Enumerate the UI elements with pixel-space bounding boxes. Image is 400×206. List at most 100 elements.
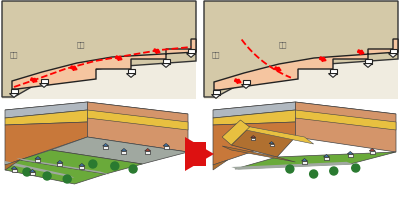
Polygon shape: [20, 150, 142, 174]
Polygon shape: [103, 144, 109, 146]
Text: 地山: 地山: [10, 52, 18, 58]
Circle shape: [89, 160, 97, 168]
Bar: [122, 151, 126, 154]
Bar: [212, 91, 220, 95]
Bar: [58, 163, 62, 166]
Bar: [36, 159, 40, 162]
Circle shape: [111, 162, 119, 170]
Polygon shape: [212, 95, 220, 99]
Polygon shape: [79, 164, 85, 166]
Polygon shape: [213, 110, 295, 125]
Polygon shape: [269, 142, 274, 144]
Circle shape: [286, 165, 294, 173]
Polygon shape: [40, 84, 48, 88]
Polygon shape: [213, 103, 396, 122]
Bar: [145, 151, 150, 154]
Polygon shape: [162, 64, 170, 68]
Polygon shape: [145, 149, 151, 151]
Polygon shape: [5, 160, 106, 184]
Bar: [390, 50, 396, 54]
Bar: [270, 144, 274, 146]
Polygon shape: [126, 74, 136, 78]
Polygon shape: [2, 2, 196, 97]
Polygon shape: [364, 64, 372, 68]
Bar: [103, 146, 108, 149]
Bar: [188, 50, 194, 54]
FancyArrow shape: [154, 50, 160, 54]
Polygon shape: [235, 152, 396, 169]
Polygon shape: [10, 94, 18, 98]
Polygon shape: [5, 161, 74, 178]
Polygon shape: [5, 122, 87, 165]
Polygon shape: [12, 40, 196, 90]
Bar: [79, 166, 84, 169]
Polygon shape: [204, 2, 398, 97]
Polygon shape: [295, 103, 396, 152]
Polygon shape: [185, 137, 214, 171]
Polygon shape: [213, 160, 228, 170]
FancyArrow shape: [234, 80, 241, 84]
Bar: [364, 60, 372, 64]
Bar: [370, 151, 375, 154]
Polygon shape: [11, 167, 17, 169]
Polygon shape: [231, 162, 354, 170]
Bar: [40, 80, 48, 84]
Polygon shape: [328, 74, 338, 78]
Text: 盛土: 盛土: [279, 41, 288, 48]
Bar: [330, 70, 336, 74]
Polygon shape: [5, 103, 188, 122]
Circle shape: [63, 175, 71, 183]
Polygon shape: [213, 122, 295, 165]
Bar: [30, 172, 35, 175]
Polygon shape: [16, 158, 109, 175]
Bar: [204, 2, 398, 99]
Polygon shape: [369, 149, 375, 151]
Polygon shape: [163, 144, 169, 146]
Polygon shape: [5, 160, 20, 170]
Circle shape: [23, 168, 31, 176]
Polygon shape: [87, 110, 188, 130]
Polygon shape: [51, 137, 188, 164]
Bar: [324, 157, 329, 160]
Circle shape: [129, 165, 137, 173]
Bar: [190, 142, 206, 166]
Bar: [302, 161, 307, 164]
Polygon shape: [295, 110, 396, 130]
Polygon shape: [186, 54, 196, 58]
Polygon shape: [213, 103, 295, 118]
Polygon shape: [121, 149, 127, 151]
FancyArrow shape: [358, 51, 364, 55]
Polygon shape: [222, 146, 295, 162]
Polygon shape: [57, 161, 63, 163]
Bar: [2, 2, 196, 99]
Polygon shape: [35, 157, 41, 159]
Polygon shape: [231, 127, 295, 157]
Polygon shape: [324, 155, 330, 157]
FancyArrow shape: [274, 68, 281, 72]
Text: 地山: 地山: [212, 52, 220, 58]
Circle shape: [43, 172, 51, 180]
FancyArrow shape: [116, 57, 122, 61]
Bar: [348, 154, 353, 157]
Polygon shape: [5, 103, 87, 118]
FancyArrow shape: [70, 67, 77, 71]
Bar: [162, 60, 170, 64]
Bar: [128, 70, 134, 74]
FancyArrow shape: [30, 78, 37, 83]
Text: 盛土: 盛土: [77, 41, 86, 48]
Polygon shape: [235, 124, 314, 144]
Polygon shape: [87, 103, 188, 152]
Polygon shape: [5, 110, 87, 125]
Circle shape: [330, 167, 338, 175]
Polygon shape: [302, 159, 308, 161]
Polygon shape: [251, 136, 256, 138]
Polygon shape: [30, 170, 36, 172]
Bar: [251, 138, 255, 140]
Polygon shape: [214, 40, 398, 91]
Circle shape: [352, 164, 360, 172]
FancyArrow shape: [320, 57, 326, 62]
Polygon shape: [388, 54, 398, 58]
Polygon shape: [222, 121, 250, 145]
Bar: [10, 90, 18, 94]
Bar: [242, 81, 250, 85]
